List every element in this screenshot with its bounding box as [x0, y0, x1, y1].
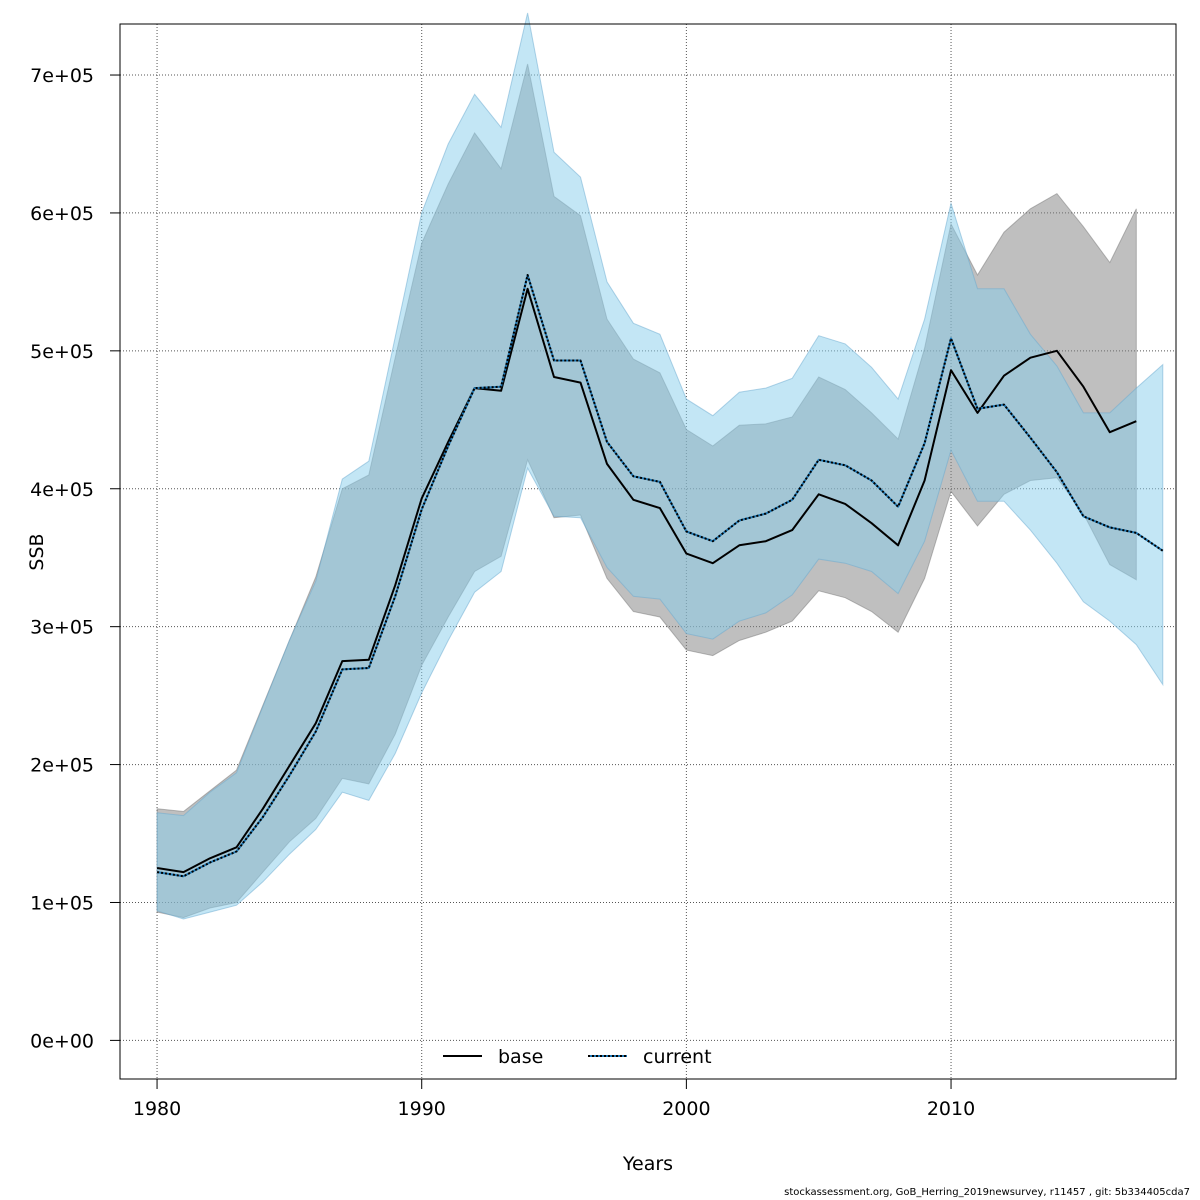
x-axis-title: Years — [622, 1153, 673, 1175]
y-tick-label: 3e+05 — [30, 617, 94, 639]
y-axis-title: SSB — [26, 533, 48, 570]
plot-frame — [119, 23, 1177, 1080]
y-tick-label: 1e+05 — [30, 892, 94, 914]
y-tick-label: 0e+00 — [30, 1030, 94, 1052]
x-tick-label: 2000 — [662, 1098, 710, 1120]
axes: 1980 1990 2000 2010 0e+00 1e+05 2e+05 3e+05 4e+0… — [30, 65, 975, 1120]
series-line-current — [156, 274, 1164, 878]
y-tick-label: 6e+05 — [30, 203, 94, 225]
confidence-bands — [156, 12, 1164, 920]
legend-label-current: current — [643, 1046, 712, 1068]
y-tick-label: 5e+05 — [30, 341, 94, 363]
footer-credit: stockassessment.org, GoB_Herring_2019new… — [784, 1187, 1190, 1198]
y-tick-label: 4e+05 — [30, 479, 94, 501]
legend-label-base: base — [498, 1046, 543, 1068]
confidence-band-current — [156, 12, 1164, 920]
x-tick-label: 1980 — [133, 1098, 181, 1120]
y-tick-label: 2e+05 — [30, 755, 94, 777]
series-lines — [156, 274, 1164, 878]
x-tick-label: 2010 — [927, 1098, 975, 1120]
series-line-base — [156, 287, 1137, 874]
y-tick-label: 7e+05 — [30, 65, 94, 87]
legend: base current — [443, 1046, 712, 1068]
x-tick-label: 1990 — [398, 1098, 446, 1120]
